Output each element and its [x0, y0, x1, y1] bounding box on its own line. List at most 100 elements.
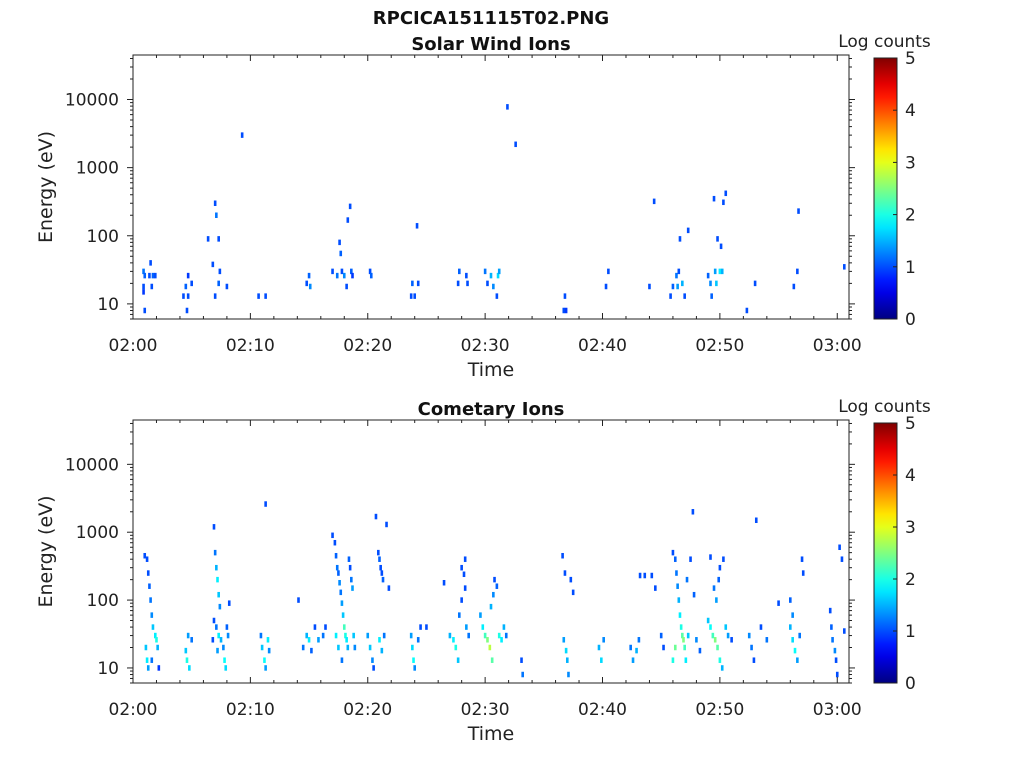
data-cell: [745, 307, 749, 314]
data-cell: [719, 243, 723, 250]
data-cell: [387, 585, 391, 591]
data-cell: [351, 585, 354, 591]
data-cell: [378, 556, 381, 562]
data-cell: [698, 647, 702, 654]
y-tick-label: 10: [97, 659, 119, 679]
data-cell: [150, 612, 154, 618]
colorbar-tick-label: 0: [905, 310, 916, 330]
data-cell: [716, 644, 719, 651]
data-cell: [463, 585, 467, 591]
data-cell: [425, 624, 428, 630]
data-cell: [709, 280, 712, 287]
panel-title: Solar Wind Ions: [411, 34, 570, 55]
data-cell: [259, 632, 263, 639]
data-cell: [571, 589, 575, 596]
data-cell: [682, 637, 685, 643]
data-cell: [372, 665, 375, 671]
data-cell: [709, 624, 712, 630]
data-cell: [340, 657, 344, 663]
data-cell: [677, 268, 681, 275]
data-cell: [490, 657, 494, 663]
data-cell: [673, 644, 677, 651]
data-cell: [692, 591, 696, 598]
x-tick-label: 02:30: [461, 700, 510, 720]
data-cell: [346, 217, 350, 223]
data-cell: [212, 617, 216, 624]
data-cell: [143, 307, 147, 314]
data-cell: [684, 657, 688, 663]
data-cell: [206, 236, 210, 242]
x-tick-label: 02:30: [461, 336, 510, 356]
data-cell: [709, 554, 712, 560]
colorbar-tick-label: 1: [905, 258, 916, 278]
data-cell: [683, 644, 686, 651]
data-cell: [643, 572, 647, 579]
data-cell: [184, 647, 188, 654]
data-cell: [190, 637, 193, 643]
data-cell: [662, 644, 665, 651]
data-cell: [831, 637, 834, 643]
colorbar: [873, 57, 898, 320]
data-cell: [142, 268, 145, 275]
data-cell: [462, 571, 466, 578]
data-cell: [712, 195, 716, 202]
data-cell: [337, 644, 340, 651]
data-cell: [495, 583, 499, 589]
colorbar-tick-label: 3: [905, 153, 916, 173]
data-cell: [830, 624, 833, 630]
data-cell: [759, 624, 763, 630]
data-cell: [342, 624, 346, 630]
data-cell: [184, 283, 188, 290]
data-cell: [565, 657, 569, 663]
data-cell: [345, 637, 348, 643]
data-cell: [334, 632, 338, 639]
data-cell: [789, 624, 792, 630]
data-cell: [681, 632, 684, 639]
data-cell: [155, 637, 158, 643]
data-cell: [374, 513, 378, 520]
data-cell: [502, 624, 506, 630]
colorbar-tick-label: 2: [905, 206, 916, 226]
data-cell: [715, 597, 718, 603]
data-cell: [149, 597, 152, 603]
data-cell: [706, 272, 710, 279]
data-cell: [481, 624, 485, 630]
data-cell: [216, 647, 219, 654]
data-cell: [143, 552, 147, 559]
data-cell: [348, 203, 352, 210]
data-cell: [840, 556, 844, 562]
data-cell: [215, 212, 218, 218]
data-cell: [520, 657, 523, 663]
data-cell: [834, 657, 838, 663]
data-cell: [142, 289, 145, 295]
data-cell: [497, 268, 501, 275]
data-cell: [456, 657, 460, 663]
data-cell: [215, 624, 218, 630]
colorbar-label: Log counts: [838, 397, 931, 417]
data-cell: [563, 570, 567, 576]
data-cell: [798, 632, 802, 639]
x-axis-label: Time: [467, 359, 515, 381]
data-cell: [563, 293, 567, 299]
x-tick-label: 02:10: [226, 336, 275, 356]
data-cell: [344, 632, 347, 639]
data-cell: [345, 283, 348, 290]
data-cell: [377, 549, 380, 556]
data-cell: [150, 283, 154, 290]
data-cell: [185, 307, 189, 314]
data-cell: [415, 223, 419, 229]
data-cell: [679, 624, 683, 630]
data-cell: [604, 283, 608, 290]
data-cell: [366, 632, 370, 639]
data-cell: [483, 268, 487, 275]
data-cell: [378, 637, 381, 643]
data-cell: [224, 665, 228, 671]
data-cell: [493, 576, 496, 583]
data-cell: [305, 280, 309, 287]
data-cell: [843, 628, 846, 634]
data-cell: [409, 293, 413, 299]
data-cell: [346, 644, 350, 651]
data-cell: [339, 250, 343, 257]
data-cell: [217, 280, 220, 287]
data-cell: [629, 644, 632, 651]
